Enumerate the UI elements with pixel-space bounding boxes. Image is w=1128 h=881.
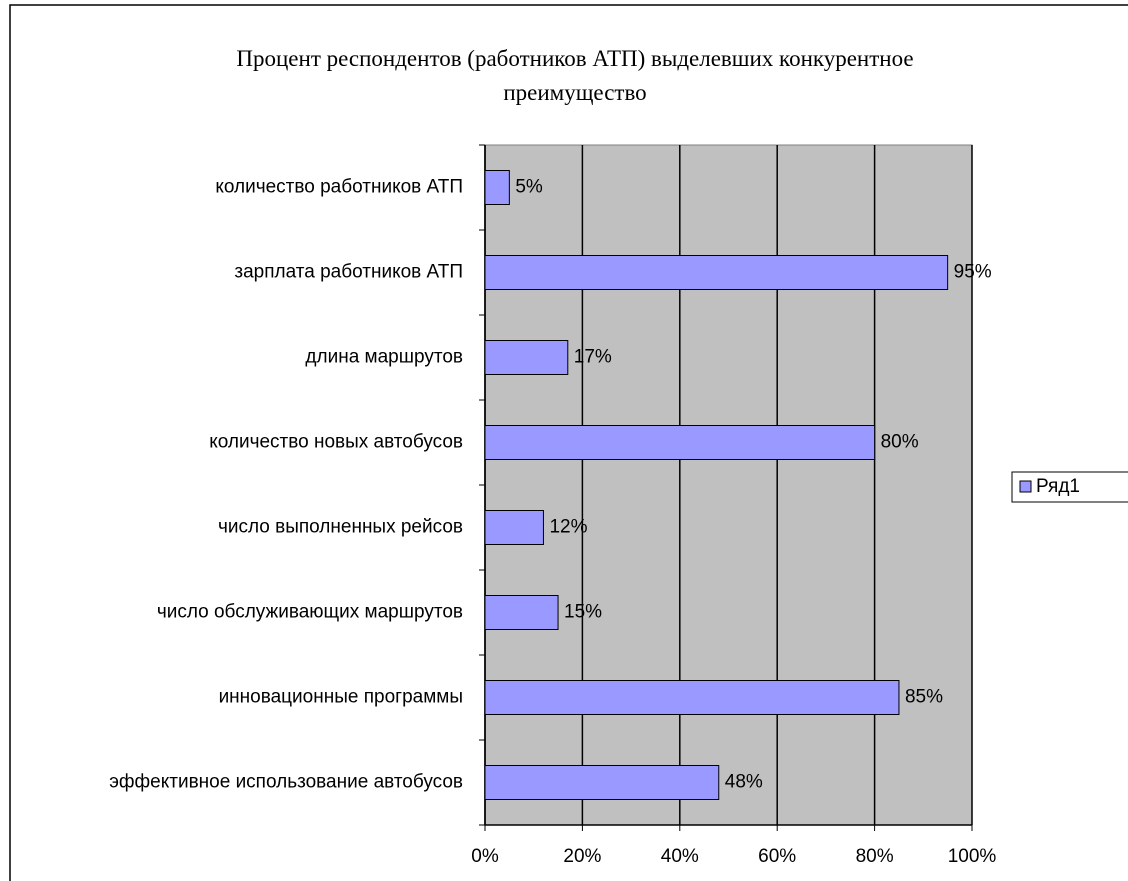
- data-label: 17%: [574, 347, 612, 368]
- x-tick-label: 100%: [948, 846, 997, 867]
- y-tick-label: зарплата работников АТП: [234, 262, 463, 283]
- bar: [484, 255, 949, 290]
- bar: [484, 170, 510, 205]
- chart-title: Процент респондентов (работников АТП) вы…: [236, 46, 914, 105]
- bar: [484, 595, 559, 630]
- bar: [484, 765, 720, 800]
- bar: [484, 340, 569, 375]
- legend-label: Ряд1: [1036, 476, 1080, 497]
- data-label: 15%: [564, 602, 602, 623]
- data-label: 12%: [549, 517, 587, 538]
- x-tick-label: 60%: [758, 846, 796, 867]
- bar: [484, 425, 876, 460]
- data-label: 80%: [881, 432, 919, 453]
- y-tick-label: количество новых автобусов: [209, 432, 463, 453]
- y-tick-label: число обслуживающих маршрутов: [157, 602, 463, 623]
- data-label: 85%: [905, 687, 943, 708]
- chart-frame: [9, 4, 1128, 881]
- y-tick-label: эффективное использование автобусов: [109, 772, 463, 793]
- data-label: 5%: [515, 177, 543, 198]
- x-tick-label: 80%: [856, 846, 894, 867]
- x-tick-label: 20%: [563, 846, 601, 867]
- legend-swatch: [1019, 480, 1032, 493]
- plot-area: [484, 144, 973, 826]
- y-tick-label: длина маршрутов: [305, 347, 463, 368]
- y-tick-label: количество работников АТП: [215, 177, 463, 198]
- data-label: 48%: [725, 772, 763, 793]
- bar: [484, 510, 544, 545]
- x-tick-label: 40%: [661, 846, 699, 867]
- bar: [484, 680, 900, 715]
- x-tick-label: 0%: [471, 846, 499, 867]
- y-tick-label: инновационные программы: [219, 687, 463, 708]
- data-label: 95%: [954, 262, 992, 283]
- y-tick-label: число выполненных рейсов: [218, 517, 463, 538]
